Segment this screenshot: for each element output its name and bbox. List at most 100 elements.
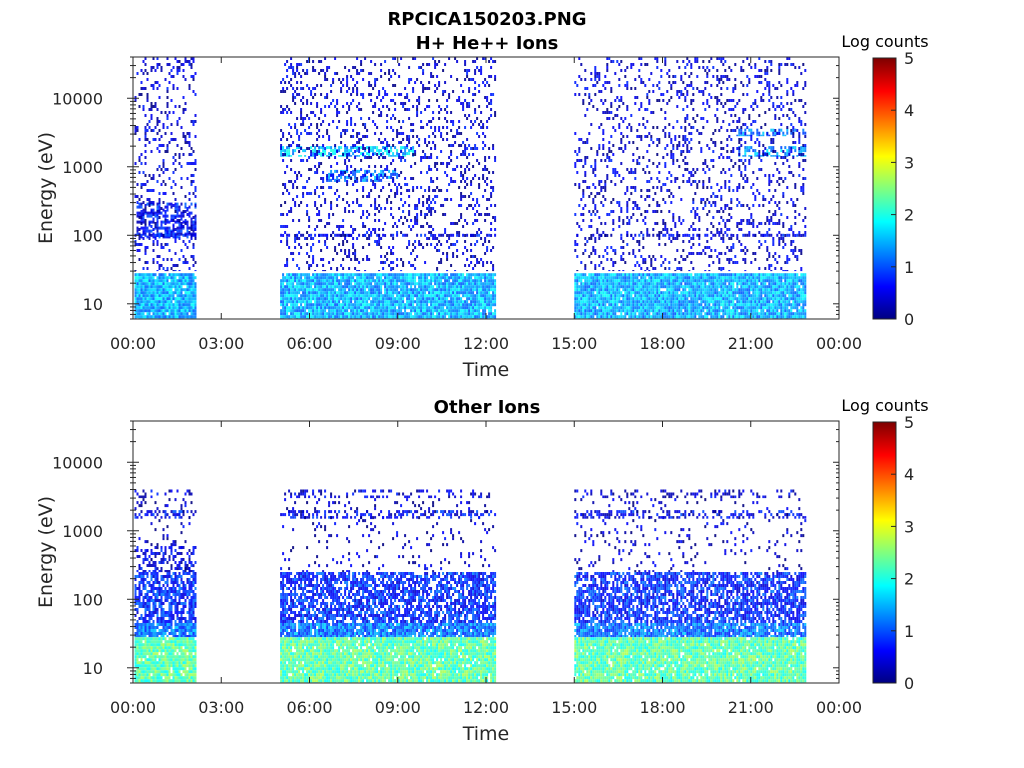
- spectrogram-cell: [430, 210, 433, 213]
- spectrogram-cell: [376, 273, 379, 277]
- spectrogram-cell: [598, 233, 601, 237]
- spectrogram-cell: [406, 300, 409, 304]
- spectrogram-cell: [158, 294, 161, 298]
- spectrogram-cell: [186, 273, 189, 277]
- spectrogram-cell: [482, 309, 485, 313]
- spectrogram-cell: [398, 63, 401, 66]
- spectrogram-cell: [166, 90, 169, 93]
- spectrogram-cell: [382, 172, 385, 176]
- spectrogram-cell: [422, 72, 425, 75]
- spectrogram-cell: [140, 273, 143, 277]
- spectrogram-cell: [288, 291, 291, 295]
- spectrogram-cell: [284, 171, 287, 174]
- spectrogram-cell: [290, 168, 293, 171]
- spectrogram-cell: [336, 198, 339, 201]
- spectrogram-cell: [390, 300, 393, 304]
- spectrogram-cell: [178, 208, 181, 212]
- spectrogram-cell: [484, 276, 487, 280]
- spectrogram-cell: [584, 204, 587, 207]
- spectrogram-cell: [374, 315, 377, 319]
- spectrogram-cell: [312, 279, 315, 283]
- spectrogram-cell: [292, 288, 295, 292]
- spectrogram-cell: [422, 279, 425, 283]
- spectrogram-cell: [378, 175, 381, 179]
- spectrogram-cell: [352, 315, 355, 319]
- spectrogram-cell: [192, 306, 195, 310]
- spectrogram-cell: [592, 273, 595, 277]
- spectrogram-cell: [144, 135, 147, 138]
- spectrogram-cell: [400, 258, 403, 261]
- spectrogram-cell: [172, 232, 175, 236]
- spectrogram-cell: [418, 243, 421, 246]
- spectrogram-cell: [438, 240, 441, 243]
- spectrogram-cell: [440, 258, 443, 261]
- spectrogram-cell: [302, 87, 305, 90]
- spectrogram-cell: [394, 273, 397, 277]
- spectrogram-cell: [176, 232, 179, 236]
- spectrogram-cell: [362, 306, 365, 310]
- spectrogram-cell: [456, 156, 459, 159]
- spectrogram-cell: [360, 282, 363, 286]
- spectrogram-cell: [154, 211, 157, 215]
- spectrogram-cell: [370, 315, 373, 319]
- spectrogram-cell: [340, 234, 343, 237]
- spectrogram-cell: [156, 226, 159, 230]
- spectrogram-cell: [342, 243, 345, 246]
- spectrogram-cell: [470, 255, 473, 258]
- spectrogram-cell: [162, 258, 165, 261]
- spectrogram-cell: [478, 312, 481, 316]
- spectrogram-cell: [140, 69, 143, 72]
- spectrogram-cell: [462, 174, 465, 177]
- spectrogram-cell: [396, 186, 399, 189]
- spectrogram-cell: [184, 294, 187, 298]
- spectrogram-cell: [592, 105, 595, 108]
- spectrogram-cell: [576, 255, 579, 258]
- spectrogram-cell: [162, 315, 165, 319]
- spectrogram-cell: [188, 60, 191, 63]
- spectrogram-cell: [366, 282, 369, 286]
- spectrogram-cell: [432, 111, 435, 114]
- spectrogram-cell: [470, 294, 473, 298]
- spectrogram-cell: [378, 291, 381, 295]
- spectrogram-cell: [594, 84, 597, 87]
- spectrogram-cell: [192, 123, 195, 126]
- spectrogram-cell: [390, 75, 393, 78]
- spectrogram-cell: [338, 174, 341, 177]
- spectrogram-cell: [444, 198, 447, 201]
- spectrogram-cell: [382, 300, 385, 304]
- spectrogram-cell: [414, 267, 417, 270]
- spectrogram-cell: [300, 75, 303, 78]
- spectrogram-cell: [432, 312, 435, 316]
- spectrogram-cell: [400, 297, 403, 301]
- spectrogram-cell: [410, 252, 413, 255]
- spectrogram-cell: [386, 309, 389, 313]
- spectrogram-cell: [412, 249, 415, 252]
- spectrogram-cell: [300, 155, 303, 157]
- spectrogram-cell: [286, 297, 289, 301]
- spectrogram-cell: [478, 228, 481, 231]
- spectrogram-cell: [154, 312, 157, 316]
- spectrogram-cell: [422, 309, 425, 313]
- spectrogram-cell: [322, 135, 325, 138]
- spectrogram-cell: [176, 211, 179, 215]
- spectrogram-cell: [182, 240, 185, 243]
- spectrogram-cell: [308, 264, 311, 267]
- spectrogram-cell: [396, 225, 399, 228]
- spectrogram-cell: [166, 87, 169, 90]
- spectrogram-cell: [304, 297, 307, 301]
- spectrogram-cell: [370, 149, 373, 153]
- spectrogram-cell: [430, 177, 433, 180]
- spectrogram-cell: [336, 150, 339, 153]
- spectrogram-cell: [352, 144, 355, 147]
- spectrogram-cell: [350, 282, 353, 286]
- spectrogram-cell: [436, 315, 439, 319]
- spectrogram-cell: [320, 258, 323, 261]
- spectrogram-cell: [368, 228, 371, 231]
- spectrogram-cell: [182, 225, 185, 228]
- spectrogram-cell: [354, 84, 357, 87]
- spectrogram-cell: [474, 273, 477, 277]
- spectrogram-cell: [470, 234, 473, 237]
- spectrogram-cell: [578, 159, 581, 162]
- spectrogram-cell: [182, 273, 185, 277]
